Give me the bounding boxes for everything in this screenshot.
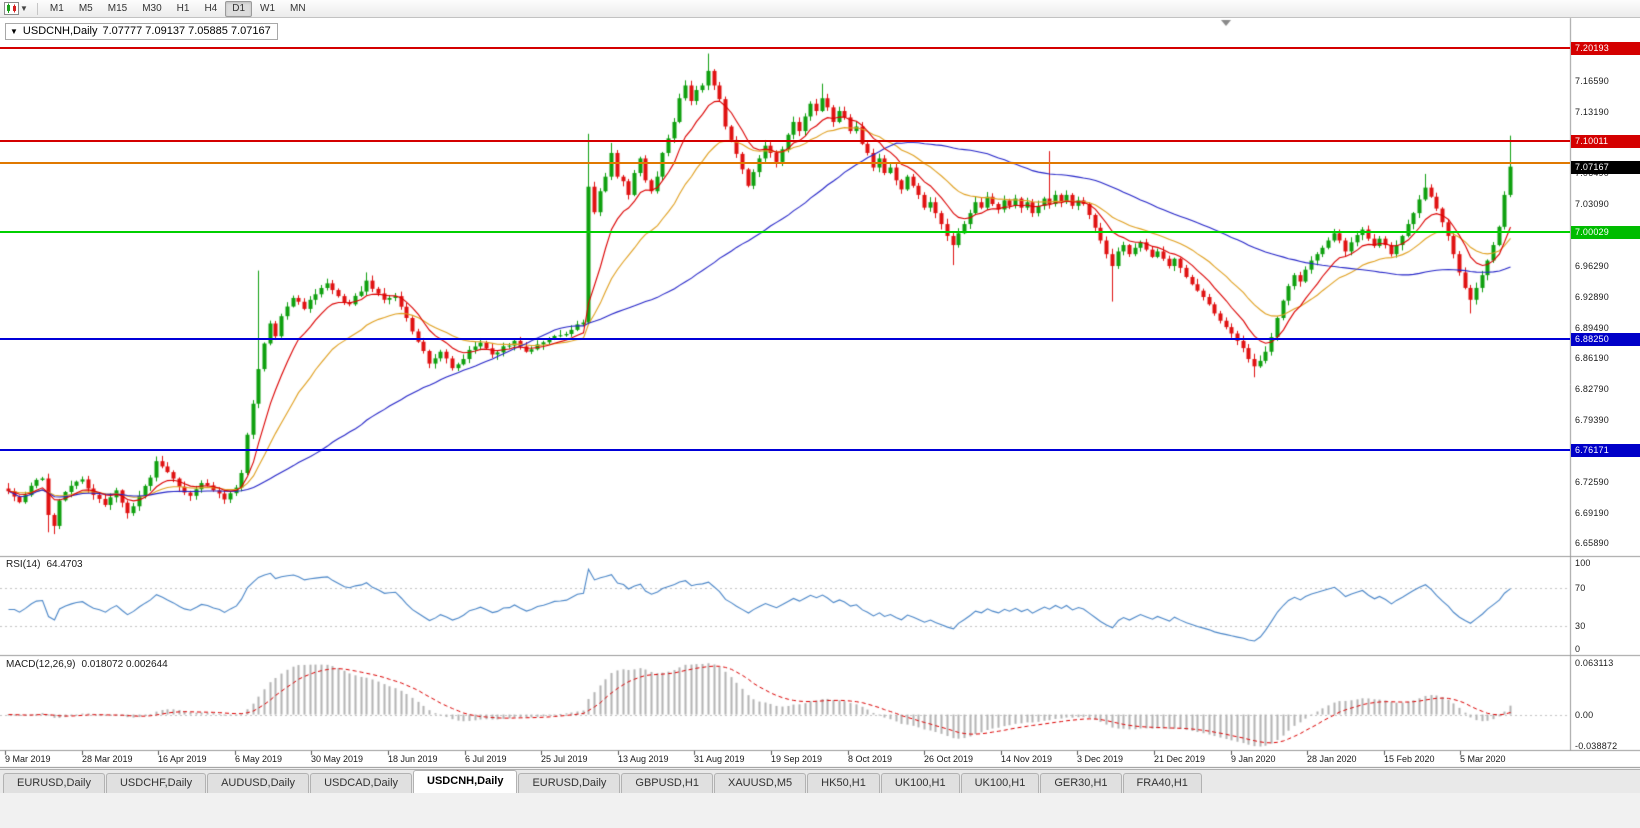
time-axis-label: 13 Aug 2019 bbox=[618, 754, 669, 764]
chart-icon[interactable] bbox=[4, 2, 19, 15]
support-line-6-88250[interactable] bbox=[0, 338, 1570, 340]
tab-usdcad-daily[interactable]: USDCAD,Daily bbox=[310, 773, 413, 793]
time-axis-label: 15 Feb 2020 bbox=[1384, 754, 1435, 764]
timeframe-button-h4[interactable]: H4 bbox=[204, 2, 218, 14]
tab-hk50-h1[interactable]: HK50,H1 bbox=[807, 773, 880, 793]
time-axis-label: 26 Oct 2019 bbox=[924, 754, 974, 764]
price-axis-label: 6.89490 bbox=[1575, 323, 1609, 333]
tab-uk100-h1[interactable]: UK100,H1 bbox=[880, 773, 960, 793]
time-axis-label: 3 Dec 2019 bbox=[1077, 754, 1124, 764]
macd-axis-label: -0.038872 bbox=[1575, 741, 1618, 751]
macd-indicator-label: MACD(12,26,9) 0.018072 0.002644 bbox=[6, 659, 168, 670]
time-axis-label: 21 Dec 2019 bbox=[1154, 754, 1206, 764]
tab-usdchf-daily[interactable]: USDCHF,Daily bbox=[105, 773, 207, 793]
macd-axis-label: 0.00 bbox=[1575, 710, 1594, 720]
macd-values: 0.018072 0.002644 bbox=[81, 659, 168, 670]
toolbar-separator bbox=[36, 2, 38, 15]
macd-axis-label: 0.063113 bbox=[1575, 658, 1614, 668]
tab-fra40-h1[interactable]: FRA40,H1 bbox=[1122, 773, 1202, 793]
rsi-value: 64.4703 bbox=[46, 559, 83, 570]
time-axis-label: 19 Sep 2019 bbox=[771, 754, 823, 764]
timeframe-button-mn[interactable]: MN bbox=[290, 2, 306, 14]
time-axis-label: 16 Apr 2019 bbox=[158, 754, 207, 764]
chart-title-box[interactable]: ▼ USDCNH,Daily 7.07777 7.09137 7.05885 7… bbox=[5, 23, 278, 40]
rsi-axis-label: 0 bbox=[1575, 644, 1581, 654]
tab-audusd-daily[interactable]: AUDUSD,Daily bbox=[207, 773, 310, 793]
price-axis-label: 6.65890 bbox=[1575, 538, 1609, 548]
orange-price-line[interactable] bbox=[0, 162, 1570, 164]
time-axis-label: 8 Oct 2019 bbox=[848, 754, 893, 764]
price-level-badge: 7.10011 bbox=[1571, 135, 1640, 148]
price-chart-canvas[interactable] bbox=[0, 0, 1640, 768]
tab-uk100-h1[interactable]: UK100,H1 bbox=[960, 773, 1040, 793]
time-axis-label: 31 Aug 2019 bbox=[694, 754, 745, 764]
tab-ger30-h1[interactable]: GER30,H1 bbox=[1040, 773, 1122, 793]
rsi-name: RSI(14) bbox=[6, 559, 41, 570]
price-level-badge: 7.00029 bbox=[1571, 226, 1640, 239]
timeframe-toolbar: M1 M5 M15 M30 H1 H4 D1 W1 MN bbox=[43, 0, 313, 17]
time-axis-label: 28 Mar 2019 bbox=[82, 754, 133, 764]
price-axis-label: 6.79390 bbox=[1575, 415, 1609, 425]
rsi-axis-label: 100 bbox=[1575, 558, 1591, 568]
time-axis-label: 30 May 2019 bbox=[311, 754, 364, 764]
timeframe-button-d1[interactable]: D1 bbox=[225, 0, 253, 17]
candlestick-chart-icon bbox=[4, 2, 19, 15]
chart-ohlc-values: 7.07777 7.09137 7.05885 7.07167 bbox=[102, 25, 271, 37]
price-axis-label: 7.16590 bbox=[1575, 76, 1609, 86]
time-axis-label: 25 Jul 2019 bbox=[541, 754, 588, 764]
rsi-axis-label: 30 bbox=[1575, 621, 1586, 631]
rsi-indicator-label: RSI(14) 64.4703 bbox=[6, 559, 83, 570]
price-axis-label: 6.86190 bbox=[1575, 353, 1609, 363]
collapse-caret-icon[interactable]: ▼ bbox=[10, 26, 18, 36]
toolbar: ▼ M1 M5 M15 M30 H1 H4 D1 W1 MN bbox=[0, 0, 1640, 18]
tab-xauusd-m5[interactable]: XAUUSD,M5 bbox=[713, 773, 807, 793]
timeframe-button-m30[interactable]: M30 bbox=[142, 2, 162, 14]
price-level-badge: 6.88250 bbox=[1571, 333, 1640, 346]
price-level-badge: 6.76171 bbox=[1571, 444, 1640, 457]
tab-eurusd-daily[interactable]: EURUSD,Daily bbox=[518, 773, 621, 793]
support-line-7-00029[interactable] bbox=[0, 231, 1570, 233]
price-axis-label: 6.69190 bbox=[1575, 508, 1609, 518]
time-axis-label: 6 May 2019 bbox=[235, 754, 283, 764]
time-axis-label: 14 Nov 2019 bbox=[1001, 754, 1053, 764]
price-axis-label: 6.72590 bbox=[1575, 477, 1609, 487]
chart-tab-bar: EURUSD,Daily USDCHF,Daily AUDUSD,Daily USDC… bbox=[0, 769, 1640, 793]
current-price-badge: 7.07167 bbox=[1571, 161, 1640, 174]
macd-name: MACD(12,26,9) bbox=[6, 659, 76, 670]
price-level-badge: 7.20193 bbox=[1571, 42, 1640, 55]
tab-usdcnh-daily[interactable]: USDCNH,Daily bbox=[413, 770, 518, 793]
timeframe-button-h1[interactable]: H1 bbox=[176, 2, 190, 14]
timeframe-button-m1[interactable]: M1 bbox=[49, 2, 64, 14]
timeframe-button-m5[interactable]: M5 bbox=[78, 2, 93, 14]
price-axis-label: 7.13190 bbox=[1575, 107, 1609, 117]
chart-symbol-period: USDCNH,Daily bbox=[22, 25, 98, 37]
resistance-line-7-10011[interactable] bbox=[0, 140, 1570, 142]
price-axis-label: 7.03090 bbox=[1575, 199, 1609, 209]
tab-eurusd-daily[interactable]: EURUSD,Daily bbox=[3, 773, 105, 793]
timeframe-button-w1[interactable]: W1 bbox=[260, 2, 276, 14]
support-line-6-76171[interactable] bbox=[0, 449, 1570, 451]
price-axis-label: 6.96290 bbox=[1575, 261, 1609, 271]
status-bar bbox=[0, 793, 1640, 828]
timeframe-button-m15[interactable]: M15 bbox=[107, 2, 128, 14]
time-axis-label: 6 Jul 2019 bbox=[465, 754, 507, 764]
time-axis-label: 28 Jan 2020 bbox=[1307, 754, 1357, 764]
price-axis-label: 6.82790 bbox=[1575, 384, 1609, 394]
time-axis-label: 9 Mar 2019 bbox=[5, 754, 51, 764]
time-axis-label: 5 Mar 2020 bbox=[1460, 754, 1506, 764]
resistance-line-7-20193[interactable] bbox=[0, 47, 1570, 49]
chart-dropdown-caret-icon[interactable]: ▼ bbox=[20, 4, 28, 13]
time-axis-label: 18 Jun 2019 bbox=[388, 754, 438, 764]
time-axis-label: 9 Jan 2020 bbox=[1231, 754, 1276, 764]
rsi-axis-label: 70 bbox=[1575, 583, 1586, 593]
tab-gbpusd-h1[interactable]: GBPUSD,H1 bbox=[621, 773, 713, 793]
price-axis-label: 6.92890 bbox=[1575, 292, 1609, 302]
